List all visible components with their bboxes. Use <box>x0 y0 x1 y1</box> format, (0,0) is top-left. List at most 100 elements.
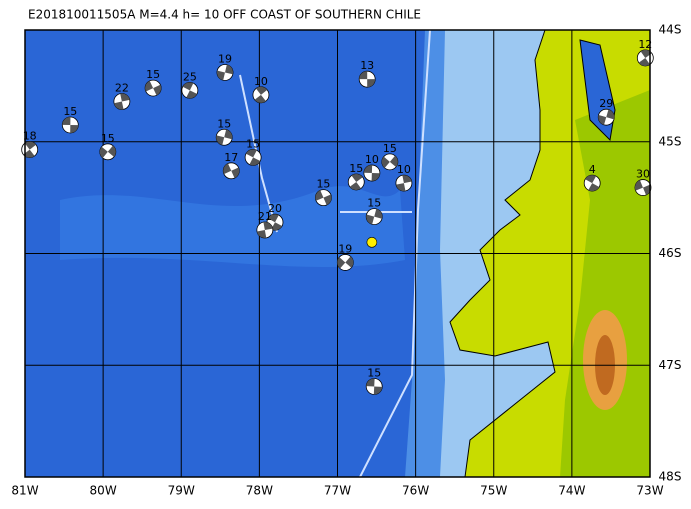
depth-label: 17 <box>224 151 238 164</box>
lat-tick-label: 46S <box>659 246 682 260</box>
focal-mechanism: 15 <box>381 142 399 171</box>
focal-mechanism: 10 <box>252 75 270 104</box>
beachball-quadrant <box>62 116 71 125</box>
focal-mechanism: 15 <box>215 117 233 146</box>
depth-label: 13 <box>360 59 374 72</box>
depth-label: 15 <box>367 366 381 379</box>
beachball-quadrant <box>263 222 273 231</box>
lon-tick-label: 78W <box>246 484 273 498</box>
beachball-quadrant <box>267 214 279 223</box>
beachball-quadrant <box>606 109 615 120</box>
focal-mechanism: 15 <box>365 197 383 226</box>
depth-label: 18 <box>23 130 37 143</box>
depth-label: 10 <box>365 153 379 166</box>
beachball-quadrant <box>315 190 324 201</box>
focal-mechanism: 30 <box>634 168 652 196</box>
depth-label: 12 <box>638 38 652 51</box>
beachball-quadrant <box>366 214 375 225</box>
beachball-quadrant <box>642 184 651 195</box>
beachball-quadrant <box>402 175 412 184</box>
frame <box>24 29 651 478</box>
plate-boundary <box>239 74 278 233</box>
depth-label: 29 <box>599 97 613 110</box>
lon-tick-label: 79W <box>168 484 195 498</box>
beachball-quadrant <box>351 173 363 182</box>
focal-mechanism: 15 <box>347 162 365 191</box>
beachball-quadrant <box>254 94 266 103</box>
beachball-quadrant <box>271 222 283 231</box>
depth-label: 15 <box>316 178 330 191</box>
lon-tick-label: 75W <box>480 484 507 498</box>
focal-mechanism: 15 <box>315 178 332 207</box>
beachball-quadrant <box>224 129 233 140</box>
focal-mechanism: 10 <box>395 163 413 192</box>
beachball-quadrant <box>598 114 607 125</box>
beachball-quadrant <box>373 386 383 395</box>
beachball-quadrant <box>634 180 643 191</box>
lon-tick-label: 80W <box>90 484 117 498</box>
beachball-quadrant <box>638 57 650 66</box>
depth-label: 15 <box>383 142 397 155</box>
highland <box>560 90 650 477</box>
ocean-relief <box>60 186 405 268</box>
focal-mechanism: 10 <box>363 153 381 182</box>
beachball-quadrant <box>114 101 124 110</box>
beachball-quadrant <box>588 183 600 192</box>
lon-tick-label: 73W <box>636 484 663 498</box>
depth-label: 15 <box>63 105 77 118</box>
beachball-quadrant <box>249 157 261 166</box>
focal-mechanism: 15 <box>365 366 383 395</box>
focal-mechanism: 18 <box>21 130 39 158</box>
focal-mechanism: 4 <box>583 163 601 192</box>
beachball-quadrant <box>640 49 652 58</box>
focal-mechanism: 29 <box>597 97 615 126</box>
lat-tick-label: 47S <box>659 358 682 372</box>
focal-mechanism: 22 <box>113 82 131 110</box>
focal-mechanism: 15 <box>244 137 262 166</box>
lon-tick-label: 77W <box>324 484 351 498</box>
beachball-quadrant <box>256 230 267 239</box>
beachball-quadrant <box>225 64 233 75</box>
beachball-quadrant <box>120 93 130 102</box>
beachball-quadrant <box>371 173 380 182</box>
beachball-quadrant <box>182 82 194 91</box>
focal-mechanism: 21 <box>256 210 274 239</box>
beachball-quadrant <box>366 378 375 387</box>
lat-tick-label: 48S <box>659 470 682 484</box>
focal-mechanism: 15 <box>144 68 162 97</box>
focal-mechanism: 19 <box>336 242 354 271</box>
beachball-quadrant <box>107 145 116 157</box>
beachball-quadrant <box>374 208 383 219</box>
beachball-quadrant <box>345 256 354 268</box>
beachball-quadrant <box>231 167 240 179</box>
depth-label: 15 <box>101 132 115 145</box>
focal-mechanism: 20 <box>266 202 284 231</box>
focal-mechanism: 15 <box>99 132 117 161</box>
depth-label: 15 <box>367 197 381 210</box>
beachball-quadrant <box>359 71 368 80</box>
beachball-quadrant <box>349 181 362 190</box>
map-title: E201810011505A M=4.4 h= 10 OFF COAST OF … <box>28 8 421 22</box>
beachball-quadrant <box>367 79 376 88</box>
plate-boundary <box>359 30 431 477</box>
depth-label: 4 <box>589 163 596 176</box>
depth-label: 19 <box>218 52 232 65</box>
depth-label: 15 <box>246 137 260 150</box>
beachball-quadrant <box>323 194 332 205</box>
lat-tick-label: 45S <box>659 134 682 148</box>
beachball-quadrant <box>223 163 232 175</box>
beachball-quadrant <box>145 80 154 92</box>
depth-label: 22 <box>115 82 129 95</box>
beachball-quadrant <box>246 149 257 158</box>
beachball-quadrant <box>186 90 198 99</box>
beachball-quadrant <box>216 135 225 146</box>
depth-label: 30 <box>636 168 650 181</box>
beachball-quadrant <box>337 257 346 269</box>
depth-label: 15 <box>146 68 160 81</box>
focal-mechanism: 12 <box>636 38 654 67</box>
focal-mechanism: 13 <box>358 59 376 88</box>
beachball-quadrant <box>381 156 390 168</box>
focal-mechanism: 15 <box>61 105 79 134</box>
